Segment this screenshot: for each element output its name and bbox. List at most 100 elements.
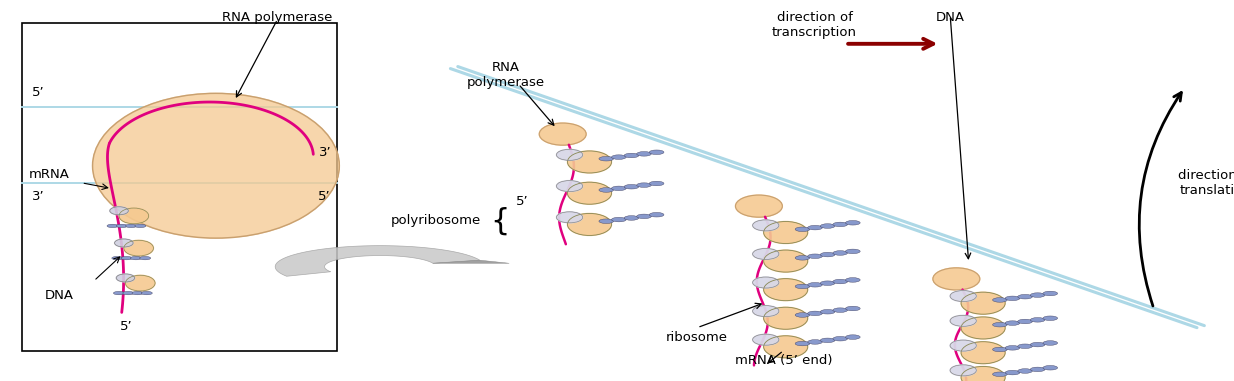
Circle shape: [141, 291, 152, 295]
Circle shape: [624, 184, 639, 189]
Ellipse shape: [110, 207, 128, 215]
Circle shape: [1018, 369, 1033, 373]
Text: RNA polymerase: RNA polymerase: [222, 11, 333, 24]
Circle shape: [992, 298, 1007, 302]
Circle shape: [1043, 341, 1058, 345]
Ellipse shape: [961, 342, 1006, 364]
Circle shape: [1006, 296, 1019, 301]
Text: ribosome: ribosome: [666, 331, 728, 344]
Text: DNA: DNA: [935, 11, 965, 24]
Circle shape: [637, 152, 652, 156]
Circle shape: [821, 252, 835, 257]
Circle shape: [598, 219, 613, 224]
Circle shape: [139, 256, 151, 260]
Circle shape: [612, 155, 626, 159]
Ellipse shape: [933, 268, 980, 290]
Polygon shape: [433, 260, 510, 263]
Circle shape: [845, 221, 860, 225]
Ellipse shape: [568, 182, 612, 204]
Circle shape: [821, 281, 835, 285]
Ellipse shape: [961, 292, 1006, 314]
Ellipse shape: [950, 291, 976, 302]
Circle shape: [845, 249, 860, 254]
Circle shape: [122, 291, 133, 295]
Circle shape: [845, 278, 860, 282]
Circle shape: [131, 256, 142, 260]
Ellipse shape: [753, 334, 779, 345]
Ellipse shape: [735, 195, 782, 217]
Ellipse shape: [764, 307, 808, 329]
Circle shape: [114, 291, 125, 295]
Circle shape: [808, 311, 822, 315]
Ellipse shape: [950, 315, 976, 326]
Text: direction of
transcription: direction of transcription: [772, 11, 856, 39]
Text: 3’: 3’: [32, 190, 44, 203]
Circle shape: [1006, 321, 1019, 325]
Ellipse shape: [568, 213, 612, 235]
Circle shape: [116, 224, 127, 227]
Circle shape: [845, 306, 860, 311]
Circle shape: [1043, 316, 1058, 320]
Ellipse shape: [764, 250, 808, 272]
Ellipse shape: [557, 149, 582, 160]
Ellipse shape: [950, 365, 976, 376]
Circle shape: [1006, 370, 1019, 375]
Text: RNA
polymerase: RNA polymerase: [466, 61, 545, 89]
Circle shape: [808, 254, 822, 258]
Circle shape: [112, 256, 123, 260]
Circle shape: [637, 214, 652, 219]
Circle shape: [598, 188, 613, 192]
Text: {: {: [490, 207, 510, 235]
Circle shape: [1030, 343, 1045, 347]
Text: polyribosome: polyribosome: [391, 215, 481, 227]
Circle shape: [612, 186, 626, 190]
Circle shape: [845, 335, 860, 339]
Ellipse shape: [557, 181, 582, 192]
Circle shape: [126, 224, 137, 227]
Ellipse shape: [539, 123, 586, 145]
Circle shape: [121, 256, 132, 260]
Circle shape: [808, 226, 822, 230]
Ellipse shape: [568, 151, 612, 173]
Circle shape: [795, 313, 810, 317]
Ellipse shape: [950, 340, 976, 351]
Ellipse shape: [115, 239, 133, 247]
Circle shape: [637, 183, 652, 187]
Circle shape: [795, 284, 810, 289]
Circle shape: [612, 217, 626, 222]
Circle shape: [808, 283, 822, 287]
Circle shape: [1043, 291, 1058, 296]
Ellipse shape: [753, 220, 779, 231]
Circle shape: [795, 256, 810, 260]
Circle shape: [833, 279, 848, 284]
Text: mRNA: mRNA: [28, 168, 69, 181]
Ellipse shape: [961, 317, 1006, 339]
Circle shape: [795, 341, 810, 346]
Circle shape: [1030, 318, 1045, 322]
Circle shape: [992, 372, 1007, 376]
Circle shape: [1018, 344, 1033, 349]
Ellipse shape: [126, 275, 155, 291]
Text: DNA: DNA: [44, 289, 74, 302]
Text: mRNA (5’ end): mRNA (5’ end): [734, 354, 833, 367]
Ellipse shape: [961, 367, 1006, 381]
Text: 5’: 5’: [121, 320, 133, 333]
Ellipse shape: [764, 336, 808, 358]
Circle shape: [821, 224, 835, 228]
Circle shape: [649, 213, 664, 217]
Ellipse shape: [93, 93, 339, 238]
Circle shape: [1006, 346, 1019, 350]
Circle shape: [1018, 295, 1033, 299]
Circle shape: [808, 340, 822, 344]
Text: 5’: 5’: [32, 86, 44, 99]
Circle shape: [821, 338, 835, 343]
Ellipse shape: [753, 277, 779, 288]
Circle shape: [833, 251, 848, 255]
Circle shape: [833, 308, 848, 312]
Text: direction of
translation: direction of translation: [1177, 169, 1234, 197]
Circle shape: [1030, 293, 1045, 297]
Circle shape: [795, 227, 810, 232]
Circle shape: [833, 336, 848, 341]
Ellipse shape: [753, 248, 779, 259]
Ellipse shape: [123, 240, 153, 256]
